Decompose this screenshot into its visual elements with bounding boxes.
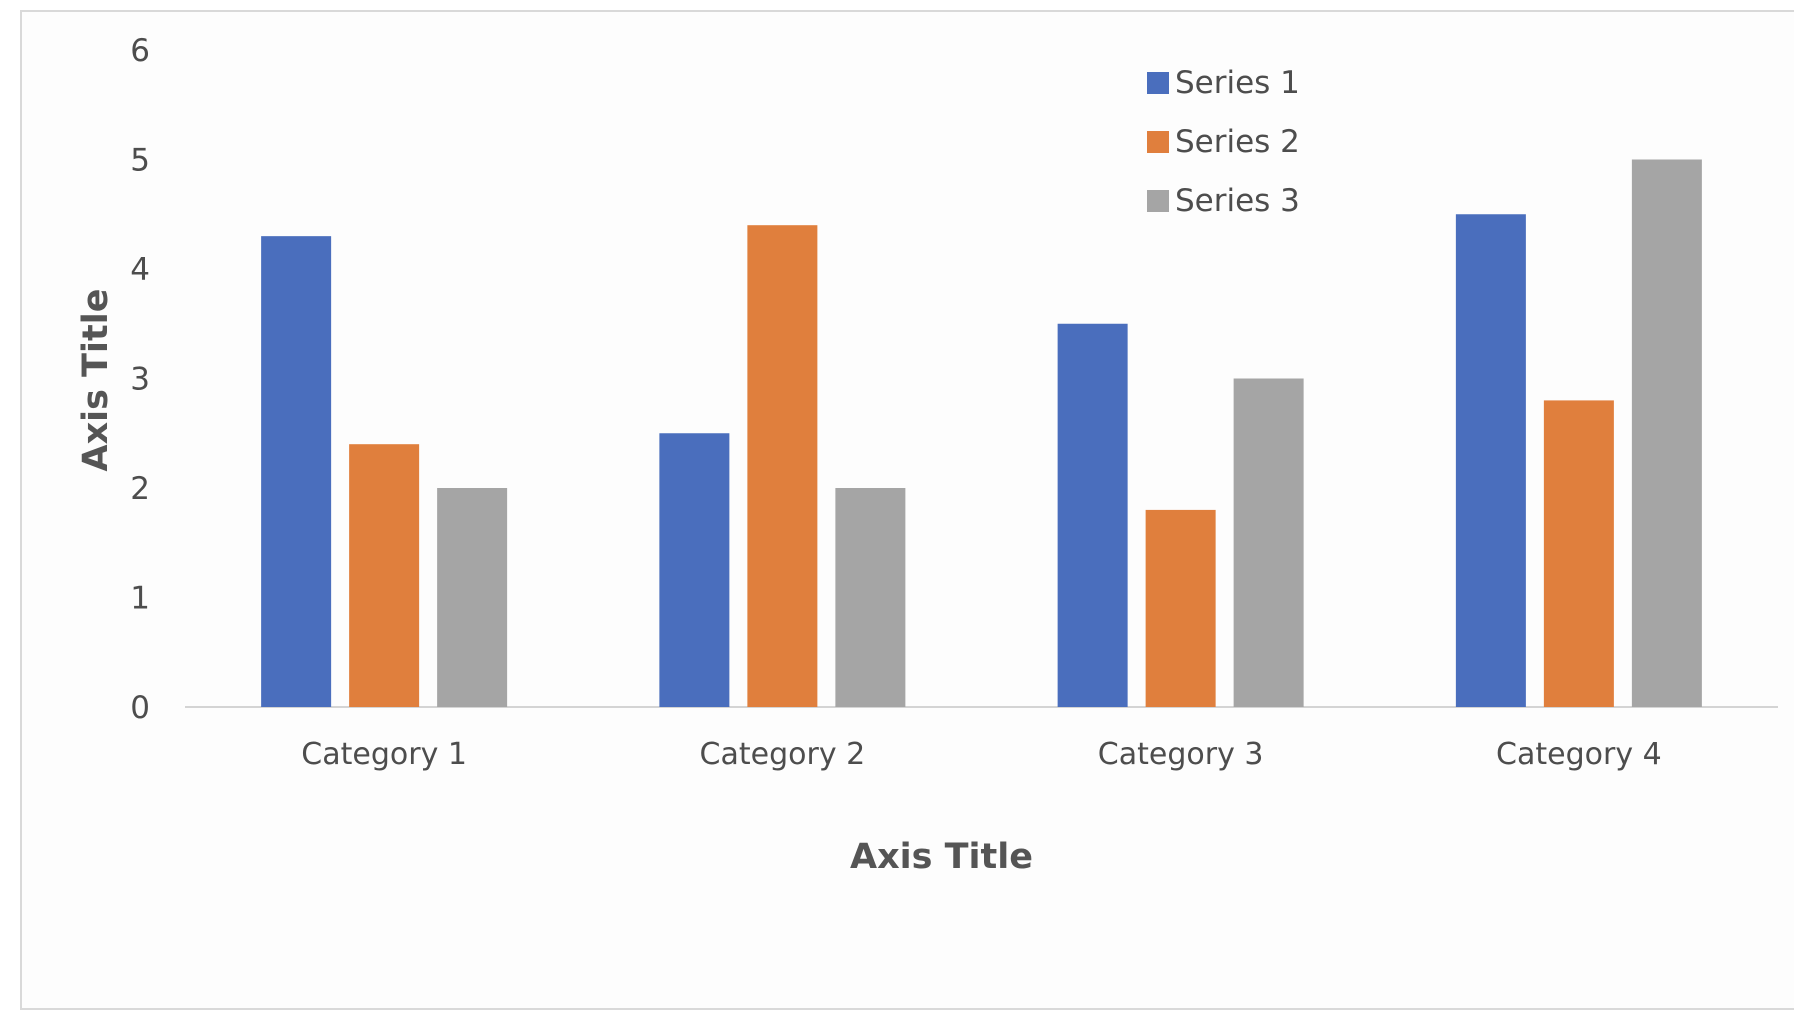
y-tick-label: 1 <box>130 581 150 617</box>
bar-series-3-category-4 <box>1631 159 1702 707</box>
y-axis-title: Axis Title <box>76 288 116 471</box>
legend: Series 1 Series 2 Series 3 <box>1147 65 1300 219</box>
bar-series-2-category-4 <box>1543 400 1614 707</box>
x-tick-label: Category 2 <box>700 737 866 772</box>
legend-label-series-1: Series 1 <box>1175 65 1300 101</box>
y-tick-label: 5 <box>130 143 150 179</box>
bar-series-3-category-3 <box>1233 378 1304 707</box>
y-tick-label: 4 <box>130 252 150 288</box>
legend-swatch-series-1 <box>1147 72 1169 94</box>
y-tick-label: 0 <box>130 690 150 726</box>
bar-series-2-category-2 <box>747 225 818 707</box>
bar-series-3-category-1 <box>437 488 508 707</box>
bar-series-1-category-1 <box>261 236 332 707</box>
bar-series-2-category-1 <box>349 444 420 707</box>
x-tick-label: Category 3 <box>1098 737 1264 772</box>
legend-swatch-series-3 <box>1147 190 1169 212</box>
x-tick-label: Category 4 <box>1496 737 1662 772</box>
bar-series-1-category-4 <box>1455 214 1526 707</box>
bars <box>261 159 1702 707</box>
bar-series-1-category-3 <box>1057 323 1128 707</box>
y-axis-ticks: 0 1 2 3 4 5 6 <box>130 33 150 726</box>
y-tick-label: 2 <box>130 471 150 507</box>
legend-label-series-3: Series 3 <box>1175 183 1300 219</box>
x-axis-title: Axis Title <box>850 837 1033 877</box>
y-tick-label: 3 <box>130 362 150 398</box>
bar-series-2-category-3 <box>1145 509 1216 707</box>
category-labels: Category 1 Category 2 Category 3 Category 4 <box>301 737 1661 772</box>
bar-series-3-category-2 <box>835 488 906 707</box>
x-tick-label: Category 1 <box>301 737 467 772</box>
legend-label-series-2: Series 2 <box>1175 124 1300 160</box>
bar-series-1-category-2 <box>659 433 730 707</box>
legend-swatch-series-2 <box>1147 131 1169 153</box>
y-tick-label: 6 <box>130 33 150 69</box>
